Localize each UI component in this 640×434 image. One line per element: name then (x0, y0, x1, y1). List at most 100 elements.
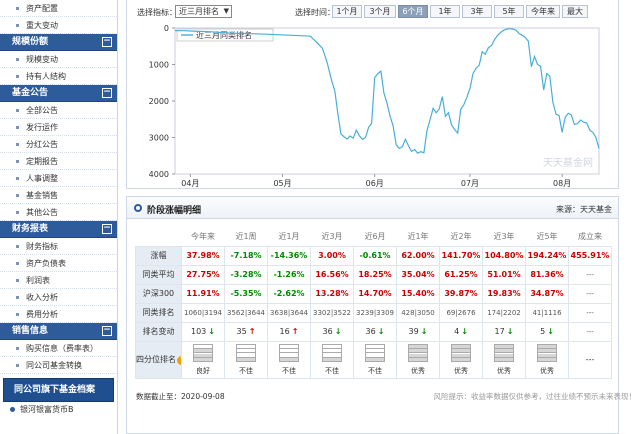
collapse-icon[interactable]: − (102, 325, 112, 336)
row-label: 四分位排名? (135, 340, 182, 379)
time-label: 选择时间： (295, 8, 335, 17)
table-cell: 16.56% (310, 264, 354, 285)
table-cell: 11.91% (181, 283, 225, 304)
table-cell: 18.25% (353, 264, 397, 285)
sidebar-item[interactable]: 购买信息（费率表） (0, 340, 117, 357)
quartile-segment (409, 358, 427, 362)
sidebar-item[interactable]: 收入分析 (0, 289, 117, 306)
table-cell: -2.62% (267, 283, 311, 304)
table-cell: 14.70% (353, 283, 397, 304)
time-button[interactable]: 1个月 (332, 5, 362, 18)
plot-area (174, 27, 600, 175)
table-cell: -1.26% (267, 264, 311, 285)
table-cell: 51.01% (482, 264, 526, 285)
column-header: 近3月 (310, 227, 354, 247)
rank-change-row: 排名变动 103 ↓ 35 ↑ 16 ↑ 36 ↓ 36 ↓ 39 ↓ 4 ↓ 17 ↓ 5 ↓ --- (135, 321, 612, 342)
time-button[interactable]: 最大 (562, 5, 588, 18)
column-header: 成立来 (568, 227, 612, 247)
sidebar-item[interactable]: 财务指标 (0, 238, 117, 255)
sidebar-item[interactable]: 其他公告 (0, 204, 117, 221)
quartile-bar-icon (236, 343, 256, 362)
time-button[interactable]: 3年 (462, 5, 492, 18)
quartile-segment (323, 358, 341, 362)
sidebar-item[interactable]: 规模变动 (0, 51, 117, 68)
collapse-icon[interactable]: − (102, 36, 112, 47)
rank-change-value: 35 (236, 327, 247, 336)
table-cell: 19.83% (482, 283, 526, 304)
rank-change-cell: 39 ↓ (396, 321, 440, 342)
sidebar-item[interactable]: 费用分析 (0, 306, 117, 323)
collapse-icon[interactable]: − (102, 223, 112, 234)
indicator-label: 选择指标： (137, 8, 177, 17)
time-button[interactable]: 今年来 (526, 5, 560, 18)
sidebar-item[interactable]: 基金销售 (0, 187, 117, 204)
quartile-text: 优秀 (540, 366, 554, 375)
stat-date: 数据截止至：2020-09-08 (136, 392, 225, 401)
time-button[interactable]: 3个月 (364, 5, 396, 18)
x-tick-label: 04月 (181, 179, 199, 188)
sidebar-item[interactable]: 资产负债表 (0, 255, 117, 272)
quartile-text: 优秀 (411, 366, 425, 375)
collapse-icon[interactable]: − (102, 87, 112, 98)
row-label: 同类平均 (135, 264, 182, 285)
sidebar-section-header[interactable]: 财务报表 − (0, 221, 117, 238)
quartile-segment (237, 353, 255, 358)
quartile-segment (323, 349, 341, 353)
quartile-segment (452, 349, 470, 353)
table-row: 同类平均 27.75% -3.28% -1.26% 16.56% 18.25% 35.04%… (135, 264, 612, 285)
x-tick-label: 06月 (366, 179, 384, 188)
table-cell: -14.36% (267, 245, 311, 266)
quartile-segment (495, 358, 513, 362)
rank-change-value: 39 (408, 327, 419, 336)
sidebar-item[interactable]: 资产配置 (0, 0, 117, 17)
quartile-segment (366, 349, 384, 353)
sidebar-section-header[interactable]: 基金公告 − (0, 85, 117, 102)
fund-archive-header[interactable]: 同公司旗下基金档案 (3, 378, 114, 402)
time-button[interactable]: 5年 (494, 5, 524, 18)
sidebar-section-title: 销售信息 (12, 326, 49, 336)
arrow-down-icon: ↓ (547, 327, 554, 336)
sidebar-section-header[interactable]: 销售信息 − (0, 323, 117, 340)
indicator-select[interactable]: 近三月排名 ▼ (175, 5, 232, 18)
table-cell: 81.36% (525, 264, 569, 285)
quartile-segment (237, 358, 255, 362)
sidebar-item[interactable]: 重大变动 (0, 17, 117, 34)
table-cell: -3.28% (224, 264, 268, 285)
sidebar-item[interactable]: 同公司基金转换 (0, 357, 117, 374)
row-label: 涨幅 (135, 245, 182, 266)
fund-link[interactable]: 银河银富货币B (0, 402, 117, 418)
rank-change-cell: 16 ↑ (267, 321, 311, 342)
quartile-bar-icon (537, 343, 557, 362)
rank-change-cell: 17 ↓ (482, 321, 526, 342)
sidebar-item[interactable]: 人事调整 (0, 170, 117, 187)
time-button[interactable]: 1年 (430, 5, 460, 18)
sidebar: 资产配置 重大变动 规模份额 − 规模变动 持有人结构 基金公告 − 全部公告 发行运作 分红公告定… (0, 0, 118, 434)
rank-series-line (174, 28, 600, 154)
sidebar-section-header[interactable]: 规模份额 − (0, 34, 117, 51)
table-cell: --- (568, 302, 612, 323)
help-icon[interactable]: ? (177, 356, 181, 365)
quartile-segment (452, 358, 470, 362)
sidebar-item[interactable]: 利润表 (0, 272, 117, 289)
table-cell: 62.00% (396, 245, 440, 266)
column-header: 近2年 (439, 227, 483, 247)
quartile-segment (366, 353, 384, 358)
time-button[interactable]: 6个月 (398, 5, 428, 18)
sidebar-item[interactable]: 定期报告 (0, 153, 117, 170)
column-header: 近3年 (482, 227, 526, 247)
sidebar-item[interactable]: 分红公告 (0, 136, 117, 153)
quartile-bar-icon (365, 343, 385, 362)
x-tick-label: 07月 (461, 179, 479, 188)
sidebar-item[interactable]: 全部公告 (0, 102, 117, 119)
rank-change-value: 4 (454, 327, 460, 336)
table-row: 沪深300 11.91% -5.35% -2.62% 13.28% 14.70% 15.40… (135, 283, 612, 304)
table-cell: 61.25% (439, 264, 483, 285)
rank-change-cell: 5 ↓ (525, 321, 569, 342)
quartile-segment (280, 358, 298, 362)
sidebar-item[interactable]: 发行运作 (0, 119, 117, 136)
y-tick-label: 3000 (149, 134, 169, 143)
table-cell: 3562|3644 (224, 302, 268, 323)
quartile-bar-icon (408, 343, 428, 362)
quartile-segment (409, 344, 427, 349)
sidebar-item[interactable]: 持有人结构 (0, 68, 117, 85)
